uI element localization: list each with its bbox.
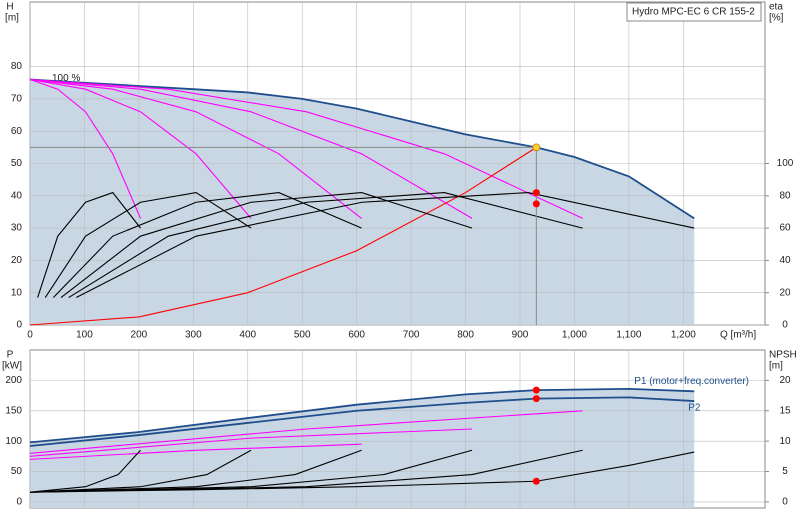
x-tick-label: 0 [27,330,33,341]
curve [29,443,362,460]
operating-point [532,395,540,403]
curve-label: P2 [688,403,701,414]
operating-point [532,200,540,208]
curve [29,410,583,454]
y-axis-label: P [7,350,14,361]
y2-axis-label: NPSH [769,350,797,361]
y-tick-label: 0 [16,320,22,331]
y2-axis-unit: [%] [769,13,784,24]
x-tick-label: 1,200 [671,330,696,341]
x-tick-label: 500 [294,330,311,341]
operating-point [532,189,540,197]
curve [29,146,537,326]
y-axis-unit: [kW] [2,361,22,372]
x-tick-label: 1,000 [562,330,587,341]
y-tick-label: 50 [11,466,23,477]
y2-tick-label: 20 [779,287,791,298]
annotation: 100 % [52,73,80,84]
y-tick-label: 200 [5,375,22,386]
operating-point [532,386,540,394]
legend-box [626,2,762,22]
curve [68,192,583,299]
x-tick-label: 800 [457,330,474,341]
y2-tick-label: 80 [779,190,791,201]
y2-tick-label: 10 [779,436,791,447]
curve [29,78,362,219]
curve [29,449,583,493]
y2-tick-label: 60 [779,223,791,234]
curve [29,387,695,444]
operating-area [30,388,695,508]
curve [29,428,473,457]
curve [29,396,695,447]
y2-axis-label: eta [769,2,783,13]
x-tick-label: 600 [348,330,365,341]
operating-point [532,477,540,485]
x-tick-label: 900 [512,330,529,341]
y-tick-label: 100 [5,436,22,447]
x-axis-label: Q [m³/h] [720,330,756,341]
curve [29,78,695,220]
y2-tick-label: 15 [779,405,791,416]
curve [29,449,362,493]
x-tick-label: 400 [239,330,256,341]
y-tick-label: 60 [11,126,23,137]
y2-tick-label: 100 [777,158,794,169]
y-tick-label: 20 [11,255,23,266]
curve [29,78,473,219]
y-tick-label: 80 [11,61,23,72]
x-tick-label: 1,100 [616,330,641,341]
y-tick-label: 0 [16,497,22,508]
curve [76,192,695,299]
curve [37,191,141,298]
curve [29,79,142,219]
y-tick-label: 70 [11,94,23,105]
y-axis-label: H [6,2,13,13]
y2-tick-label: 40 [779,255,791,266]
y2-axis-unit: [m] [769,361,783,372]
x-tick-label: 200 [131,330,148,341]
y-tick-label: 10 [11,287,23,298]
legend-box-text: Hydro MPC-EC 6 CR 155-2 [632,7,755,18]
y2-tick-label: 20 [779,375,791,386]
y2-tick-label: 0 [782,320,788,331]
curve [29,78,252,219]
y2-tick-label: 0 [782,497,788,508]
y2-tick-label: 5 [782,466,788,477]
curve [29,78,583,219]
x-tick-label: 300 [185,330,202,341]
curve [29,449,252,493]
curve [44,191,252,298]
y-tick-label: 50 [11,158,23,169]
y-tick-label: 150 [5,405,22,416]
curve [29,451,695,493]
x-tick-label: 700 [403,330,420,341]
y-tick-label: 30 [11,223,23,234]
x-tick-label: 100 [76,330,93,341]
curve [60,192,473,298]
y-tick-label: 40 [11,190,23,201]
y-axis-unit: [m] [5,13,19,24]
curve [53,192,362,298]
curve [29,449,141,493]
curve-label: P1 (motor+freq.converter) [634,376,749,387]
operating-point [532,143,541,152]
